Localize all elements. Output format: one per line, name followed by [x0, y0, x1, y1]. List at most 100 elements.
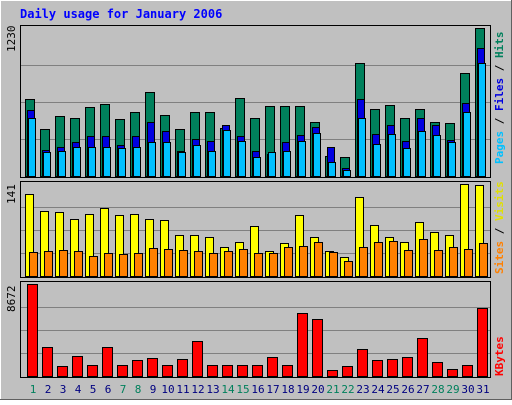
- bar-pages-day-11: [178, 152, 186, 177]
- bar-kbytes-day-14: [222, 365, 233, 377]
- bar-pages-day-30: [463, 112, 471, 177]
- axis-label-sep-2: /: [493, 58, 506, 78]
- day-label: 10: [161, 383, 174, 396]
- panel-max-label-visits: 141: [5, 184, 18, 204]
- bar-kbytes-day-31: [477, 308, 488, 377]
- bar-kbytes-day-13: [207, 365, 218, 377]
- bar-kbytes-day-7: [117, 365, 128, 377]
- bar-sites-day-29: [449, 247, 458, 277]
- day-label: 16: [251, 383, 264, 396]
- bar-kbytes-day-26: [402, 357, 413, 377]
- bar-pages-day-4: [73, 147, 81, 177]
- bar-sites-day-3: [59, 250, 68, 277]
- bar-pages-day-19: [298, 141, 306, 177]
- day-label: 14: [221, 383, 235, 396]
- bar-sites-day-4: [74, 251, 83, 277]
- day-label: 17: [266, 383, 279, 396]
- axis-label-pages: Pages: [493, 131, 506, 164]
- axis-label-kbytes: KBytes: [493, 336, 506, 376]
- bar-kbytes-day-30: [462, 365, 473, 377]
- bar-pages-day-2: [43, 152, 51, 177]
- day-label: 9: [150, 383, 157, 396]
- bar-kbytes-day-19: [297, 313, 308, 377]
- bar-sites-day-23: [359, 247, 368, 277]
- bar-sites-day-2: [44, 251, 53, 277]
- bar-sites-day-24: [374, 242, 383, 277]
- bar-kbytes-day-2: [42, 347, 53, 377]
- bar-pages-day-7: [118, 148, 126, 177]
- panel-max-label-kbytes: 8672: [5, 286, 18, 313]
- axis-label-sites-visits: Sites / Visits: [493, 181, 506, 274]
- bar-sites-day-6: [104, 253, 113, 277]
- bar-sites-day-19: [299, 246, 308, 277]
- bar-pages-day-5: [88, 147, 96, 177]
- day-label: 2: [45, 383, 52, 396]
- day-label: 19: [296, 383, 309, 396]
- bar-kbytes-day-15: [237, 365, 248, 377]
- bar-pages-day-26: [403, 148, 411, 177]
- bar-kbytes-day-21: [327, 370, 338, 377]
- day-label: 1: [30, 383, 37, 396]
- bar-sites-day-28: [434, 250, 443, 277]
- axis-label-visits: Visits: [493, 181, 506, 221]
- bar-sites-day-26: [404, 250, 413, 277]
- day-label: 28: [431, 383, 444, 396]
- bar-pages-day-18: [283, 151, 291, 177]
- bar-sites-day-9: [149, 248, 158, 277]
- day-label: 23: [356, 383, 369, 396]
- day-label: 13: [206, 383, 219, 396]
- bars: [25, 28, 488, 377]
- day-label: 12: [191, 383, 204, 396]
- day-label: 20: [311, 383, 324, 396]
- bar-pages-day-24: [373, 144, 381, 177]
- day-label: 22: [341, 383, 354, 396]
- chart-title: Daily usage for January 2006: [20, 7, 222, 21]
- bar-kbytes-day-27: [417, 338, 428, 377]
- axis-label-sites: Sites: [493, 241, 506, 274]
- bar-sites-day-27: [419, 239, 428, 277]
- bar-pages-day-17: [268, 152, 276, 177]
- bar-kbytes-day-3: [57, 366, 68, 377]
- day-label: 29: [446, 383, 459, 396]
- bar-pages-day-13: [208, 151, 216, 177]
- day-label: 24: [371, 383, 385, 396]
- bar-pages-day-8: [133, 147, 141, 177]
- bar-kbytes-day-12: [192, 341, 203, 377]
- day-label: 6: [105, 383, 112, 396]
- bar-pages-day-10: [163, 142, 171, 177]
- day-label: 3: [60, 383, 67, 396]
- bar-kbytes-day-1: [27, 284, 38, 377]
- bar-sites-day-31: [479, 243, 488, 277]
- day-label: 11: [176, 383, 189, 396]
- bar-pages-day-31: [478, 63, 486, 177]
- bar-sites-day-12: [194, 251, 203, 277]
- day-label: 5: [90, 383, 97, 396]
- bar-pages-day-6: [103, 147, 111, 177]
- day-label: 30: [461, 383, 474, 396]
- day-label: 25: [386, 383, 399, 396]
- bar-kbytes-day-29: [447, 369, 458, 377]
- bar-kbytes-day-28: [432, 362, 443, 377]
- day-label: 26: [401, 383, 414, 396]
- day-label: 7: [120, 383, 127, 396]
- bar-kbytes-day-6: [102, 347, 113, 377]
- bar-pages-day-9: [148, 142, 156, 177]
- axis-label-sep-1: /: [493, 111, 506, 131]
- bar-pages-day-28: [433, 135, 441, 177]
- bar-sites-day-14: [224, 251, 233, 277]
- bar-sites-day-13: [209, 253, 218, 277]
- bar-kbytes-day-18: [282, 365, 293, 377]
- day-label: 31: [476, 383, 489, 396]
- bar-sites-day-15: [239, 249, 248, 277]
- bar-pages-day-12: [193, 145, 201, 177]
- bar-kbytes-day-8: [132, 360, 143, 377]
- axis-label-sep-3: /: [493, 221, 506, 241]
- bar-kbytes-day-25: [387, 359, 398, 377]
- day-label: 4: [75, 383, 82, 396]
- bar-pages-day-14: [223, 130, 231, 177]
- day-label: 15: [236, 383, 249, 396]
- bar-sites-day-10: [164, 249, 173, 277]
- bar-pages-day-16: [253, 157, 261, 177]
